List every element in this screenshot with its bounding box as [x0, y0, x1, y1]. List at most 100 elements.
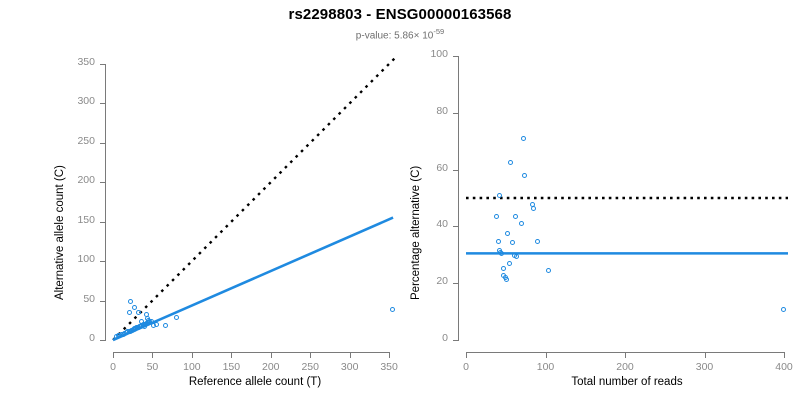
- left-y-tick: [100, 221, 106, 223]
- right-x-tick: [466, 352, 467, 358]
- left-data-point: [145, 317, 151, 323]
- left-y-tick-label: 0: [89, 332, 95, 344]
- left-y-tick: [100, 142, 106, 144]
- right-x-tick: [784, 352, 786, 358]
- left-x-tick-label: 200: [262, 361, 280, 373]
- left-data-point: [141, 323, 147, 329]
- left-x-tick-label: 300: [340, 361, 359, 373]
- right-data-point: [507, 160, 513, 166]
- right-data-point: [513, 214, 519, 220]
- right-x-tick: [704, 352, 706, 358]
- left-y-tick: [100, 261, 106, 263]
- right-y-tick-label: 80: [436, 104, 448, 117]
- right-y-tick-label: 100: [430, 48, 448, 60]
- left-y-tick: [100, 340, 106, 341]
- figure-subtitle: p-value: 5.86× 10-59: [0, 27, 800, 41]
- right-y-tick: [453, 56, 459, 57]
- left-y-tick-label: 150: [77, 213, 95, 226]
- right-data-point: [499, 251, 505, 257]
- right-data-point: [497, 193, 503, 199]
- left-y-tick-label: 50: [83, 292, 95, 305]
- left-data-point: [139, 319, 145, 325]
- right-y-tick-label: 40: [436, 218, 448, 231]
- right-y-axis-line: [458, 56, 459, 340]
- right-x-tick-label: 100: [536, 361, 555, 373]
- left-x-tick: [231, 352, 233, 358]
- left-x-tick: [349, 352, 351, 358]
- right-data-point: [545, 268, 551, 274]
- left-x-tick-label: 350: [380, 361, 398, 373]
- right-x-tick: [545, 352, 547, 358]
- left-data-point: [153, 321, 159, 327]
- right-x-axis-title: Total number of reads: [571, 376, 683, 388]
- right-data-point: [500, 265, 506, 271]
- left-data-point: [163, 323, 169, 329]
- right-y-tick: [453, 226, 459, 228]
- left-x-tick-label: 250: [301, 361, 319, 373]
- right-data-point: [494, 214, 500, 220]
- left-x-tick: [310, 352, 312, 358]
- left-y-tick-label: 200: [77, 174, 95, 187]
- figure-title: rs2298803 - ENSG00000163568: [288, 6, 512, 23]
- right-data-point: [530, 205, 536, 211]
- left-x-tick-label: 100: [183, 361, 201, 373]
- right-x-tick-label: 200: [616, 361, 634, 373]
- right-x-tick-label: 0: [463, 361, 469, 373]
- left-y-tick-label: 350: [77, 55, 95, 68]
- left-data-point: [136, 310, 142, 316]
- subtitle-pvalue-text: p-value: 5.86× 10: [355, 30, 434, 42]
- right-x-tick-label: 300: [695, 361, 714, 373]
- right-y-tick-label: 20: [436, 275, 448, 288]
- left-x-tick-label: 150: [222, 361, 241, 373]
- right-data-point: [504, 231, 510, 237]
- left-x-axis-line: [113, 352, 390, 353]
- left-x-tick: [113, 352, 114, 358]
- left-y-tick: [100, 103, 106, 105]
- right-data-point: [522, 173, 528, 179]
- left-data-point: [174, 315, 180, 321]
- right-data-point: [514, 254, 520, 260]
- right-data-point: [507, 261, 513, 267]
- left-y-tick-label: 300: [77, 95, 95, 108]
- left-y-tick-label: 100: [77, 253, 95, 266]
- left-x-tick-label: 0: [110, 361, 116, 373]
- right-x-tick: [625, 352, 626, 358]
- left-fit-line: [112, 216, 394, 342]
- left-x-tick: [152, 352, 154, 358]
- subtitle-pvalue-exponent: -59: [433, 27, 445, 36]
- right-y-tick: [453, 340, 459, 341]
- left-y-tick-label: 250: [77, 134, 95, 147]
- left-x-tick: [270, 352, 272, 358]
- left-data-point: [131, 304, 137, 310]
- right-y-tick: [453, 169, 459, 171]
- right-data-point: [780, 306, 786, 312]
- right-data-point: [495, 238, 501, 244]
- left-y-tick: [100, 300, 106, 302]
- left-data-point: [389, 306, 395, 312]
- left-data-point: [128, 298, 134, 304]
- right-y-tick-label: 60: [436, 161, 448, 174]
- left-reference-line: [112, 57, 396, 341]
- left-x-tick-label: 50: [146, 361, 159, 373]
- right-y-tick-label: 0: [442, 332, 448, 344]
- right-x-tick-label: 400: [775, 361, 793, 373]
- left-x-tick: [389, 352, 391, 358]
- right-data-point: [510, 239, 516, 245]
- left-y-axis-line: [105, 63, 106, 340]
- right-data-point: [503, 276, 509, 282]
- right-data-point: [534, 238, 540, 244]
- right-y-tick: [453, 283, 459, 285]
- right-data-point: [520, 136, 526, 142]
- left-x-tick: [191, 352, 193, 358]
- left-x-axis-title: Reference allele count (T): [188, 376, 322, 388]
- left-y-tick: [100, 182, 106, 184]
- right-data-point: [518, 221, 524, 227]
- right-y-tick: [453, 112, 459, 114]
- left-y-tick: [100, 63, 106, 65]
- left-data-point: [126, 309, 132, 315]
